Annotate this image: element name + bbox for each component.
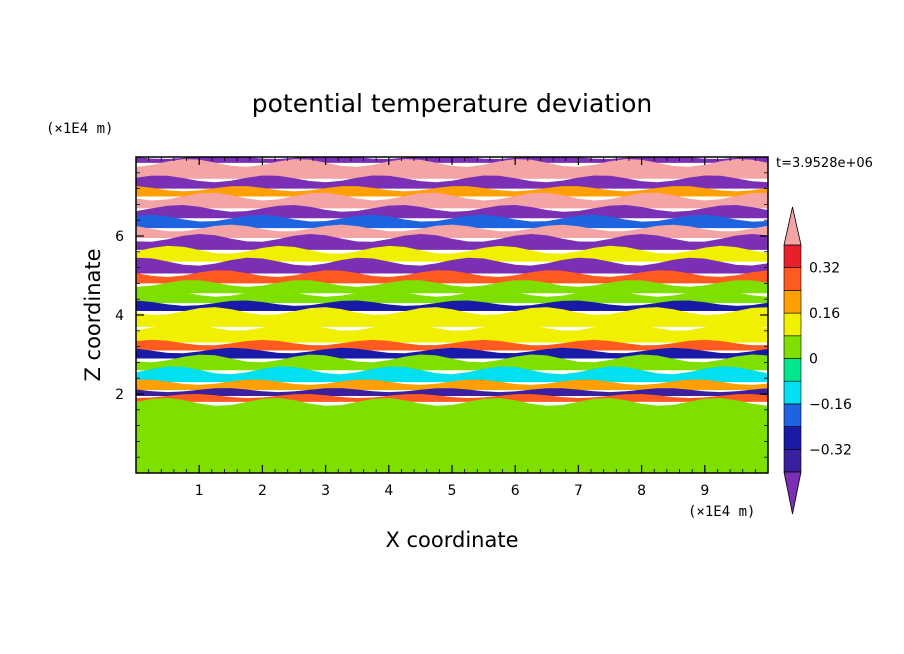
colorbar-tick-label: 0.16 xyxy=(809,306,840,322)
contour-band xyxy=(136,280,768,294)
y-tick-label: 6 xyxy=(115,229,124,245)
x-tick-label: 1 xyxy=(195,483,204,499)
contour-band xyxy=(136,290,768,304)
time-label: t=3.9528e+06 xyxy=(776,156,873,171)
y-tick-label: 4 xyxy=(115,308,124,324)
colorbar-level xyxy=(783,358,802,382)
x-tick-label: 4 xyxy=(384,483,393,499)
x-tick-label: 9 xyxy=(700,483,709,499)
y-axis: 2 4 6 xyxy=(115,172,768,458)
colorbar-tick-label: −0.16 xyxy=(809,397,852,413)
colorbar-extend-high xyxy=(783,206,802,246)
y-axis-label: Z coordinate xyxy=(81,248,105,381)
y-tick-label: 2 xyxy=(115,387,124,403)
contour-band xyxy=(136,398,768,473)
x-axis: 1 2 3 4 5 6 7 8 9 xyxy=(148,157,769,499)
contour-band xyxy=(136,300,768,312)
colorbar-level xyxy=(783,448,802,473)
x-tick-label: 5 xyxy=(448,483,457,499)
x-axis-label: X coordinate xyxy=(385,528,518,552)
contour-band xyxy=(136,205,768,219)
contour-band xyxy=(136,175,768,189)
colorbar-level xyxy=(783,403,802,427)
contour-band xyxy=(136,192,768,209)
contour-band xyxy=(136,270,768,284)
contour-band xyxy=(136,186,768,197)
x-tick-label: 7 xyxy=(574,483,583,499)
x-tick-label: 6 xyxy=(511,483,520,499)
contour-band xyxy=(136,354,768,371)
chart-title: potential temperature deviation xyxy=(252,89,652,118)
colorbar-extend-low xyxy=(783,471,802,515)
contour-band xyxy=(136,388,768,396)
colorbar-level xyxy=(783,267,802,291)
contour-band xyxy=(136,347,768,359)
colorbar-tick-label: 0.32 xyxy=(809,261,840,277)
contour-band xyxy=(136,322,768,343)
contour-field xyxy=(136,157,768,473)
contour-band xyxy=(136,214,768,229)
colorbar-tick-label: 0 xyxy=(809,352,818,368)
contour-band xyxy=(136,245,768,262)
x-tick-label: 2 xyxy=(258,483,267,499)
contour-band xyxy=(136,379,768,391)
colorbar-level xyxy=(783,426,802,450)
colorbar-level xyxy=(783,290,802,314)
colorbar: 0.32 0.16 0 −0.16 −0.32 xyxy=(783,206,852,515)
contour-band xyxy=(136,257,768,274)
colorbar-level xyxy=(783,335,802,359)
x-tick-label: 3 xyxy=(321,483,330,499)
colorbar-level xyxy=(783,312,802,337)
colorbar-tick-label: −0.32 xyxy=(809,442,852,458)
colorbar-level xyxy=(783,244,802,269)
contour-band xyxy=(136,366,768,383)
contour-band xyxy=(136,307,768,327)
x-tick-label: 8 xyxy=(637,483,646,499)
x-axis-unit: (×1E4 m) xyxy=(688,504,755,520)
colorbar-level xyxy=(783,380,802,405)
contour-band xyxy=(136,224,768,238)
contour-band xyxy=(136,159,768,179)
contour-band xyxy=(136,339,768,351)
y-axis-unit: (×1E4 m) xyxy=(46,121,113,137)
